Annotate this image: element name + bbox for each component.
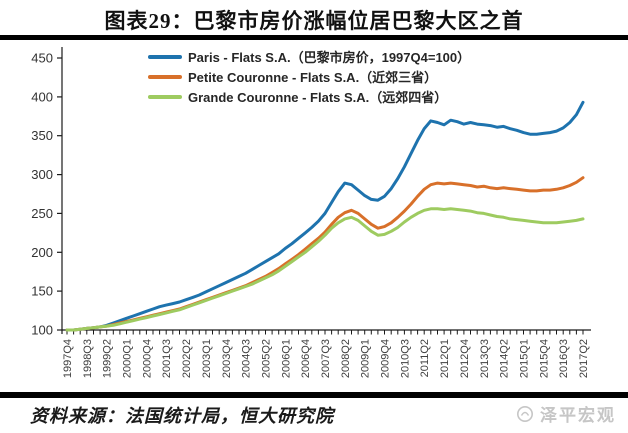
source-note: 资料来源：法国统计局，恒大研究院 <box>30 406 334 426</box>
y-tick-label: 100 <box>31 323 53 338</box>
x-tick-label: 1997Q4 <box>62 339 74 378</box>
y-tick-label: 350 <box>31 128 53 143</box>
y-tick-label: 200 <box>31 245 53 260</box>
y-tick-label: 300 <box>31 167 53 182</box>
x-tick-label: 2005Q2 <box>261 339 273 378</box>
legend-label-grande-couronne: Grande Couronne - Flats S.A.（远郊四省） <box>188 90 448 105</box>
chart-title: 图表29：巴黎市房价涨幅位居巴黎大区之首 <box>104 9 524 33</box>
x-tick-label: 2010Q3 <box>399 339 411 378</box>
x-tick-label: 2004Q3 <box>241 339 253 378</box>
y-tick-label: 250 <box>31 206 53 221</box>
x-tick-label: 2007Q3 <box>320 339 332 378</box>
chart-legend: Paris - Flats S.A.（巴黎市房价，1997Q4=100） Pet… <box>148 47 470 106</box>
paris-series-swatch-icon <box>148 54 182 59</box>
legend-label-paris: Paris - Flats S.A.（巴黎市房价，1997Q4=100） <box>188 50 471 65</box>
x-tick-label: 1999Q2 <box>102 339 114 378</box>
paris-line <box>65 100 585 332</box>
x-tick-label: 2006Q1 <box>280 339 292 378</box>
legend-label-petite-couronne: Petite Couronne - Flats S.A.（近郊三省） <box>188 70 438 85</box>
legend-item-petite-couronne: Petite Couronne - Flats S.A.（近郊三省） <box>148 67 470 86</box>
title-divider-rule <box>0 35 628 40</box>
x-tick-label: 2009Q4 <box>380 339 392 378</box>
grande-couronne-series-swatch-icon <box>148 94 182 99</box>
x-tick-label: 2002Q2 <box>181 339 193 378</box>
petite-couronne-series-swatch-icon <box>148 74 182 79</box>
y-tick-label: 450 <box>31 51 53 66</box>
x-tick-label: 2011Q2 <box>419 339 431 377</box>
x-tick-label: 2003Q1 <box>201 339 213 378</box>
x-tick-label: 2003Q4 <box>221 339 233 378</box>
watermark: 泽平宏观 <box>516 401 616 426</box>
x-tick-label: 2015Q4 <box>538 339 550 378</box>
x-tick-label: 1998Q3 <box>82 339 94 378</box>
petite-couronne-line <box>65 176 585 332</box>
x-tick-label: 2013Q3 <box>479 339 491 378</box>
x-tick-label: 2000Q4 <box>141 339 153 378</box>
legend-item-grande-couronne: Grande Couronne - Flats S.A.（远郊四省） <box>148 87 470 106</box>
x-tick-label: 2012Q1 <box>439 339 451 378</box>
grande-couronne-line <box>65 207 585 332</box>
x-tick-label: 2012Q4 <box>459 339 471 378</box>
x-tick-label: 2015Q1 <box>519 339 531 378</box>
zeping-logo-icon <box>517 405 533 422</box>
y-tick-label: 150 <box>31 284 53 299</box>
x-tick-label: 2000Q1 <box>122 339 134 378</box>
watermark-text: 泽平宏观 <box>540 406 616 425</box>
x-tick-label: 2017Q2 <box>578 339 590 378</box>
x-tick-label: 2001Q3 <box>161 339 173 378</box>
y-tick-label: 400 <box>31 89 53 104</box>
x-tick-label: 2006Q4 <box>300 339 312 378</box>
x-tick-label: 2016Q3 <box>558 339 570 378</box>
x-tick-label: 2008Q2 <box>340 339 352 378</box>
footer-divider-rule <box>0 392 628 398</box>
legend-item-paris: Paris - Flats S.A.（巴黎市房价，1997Q4=100） <box>148 47 470 66</box>
x-tick-label: 2009Q1 <box>360 339 372 378</box>
x-tick-label: 2014Q2 <box>499 339 511 378</box>
